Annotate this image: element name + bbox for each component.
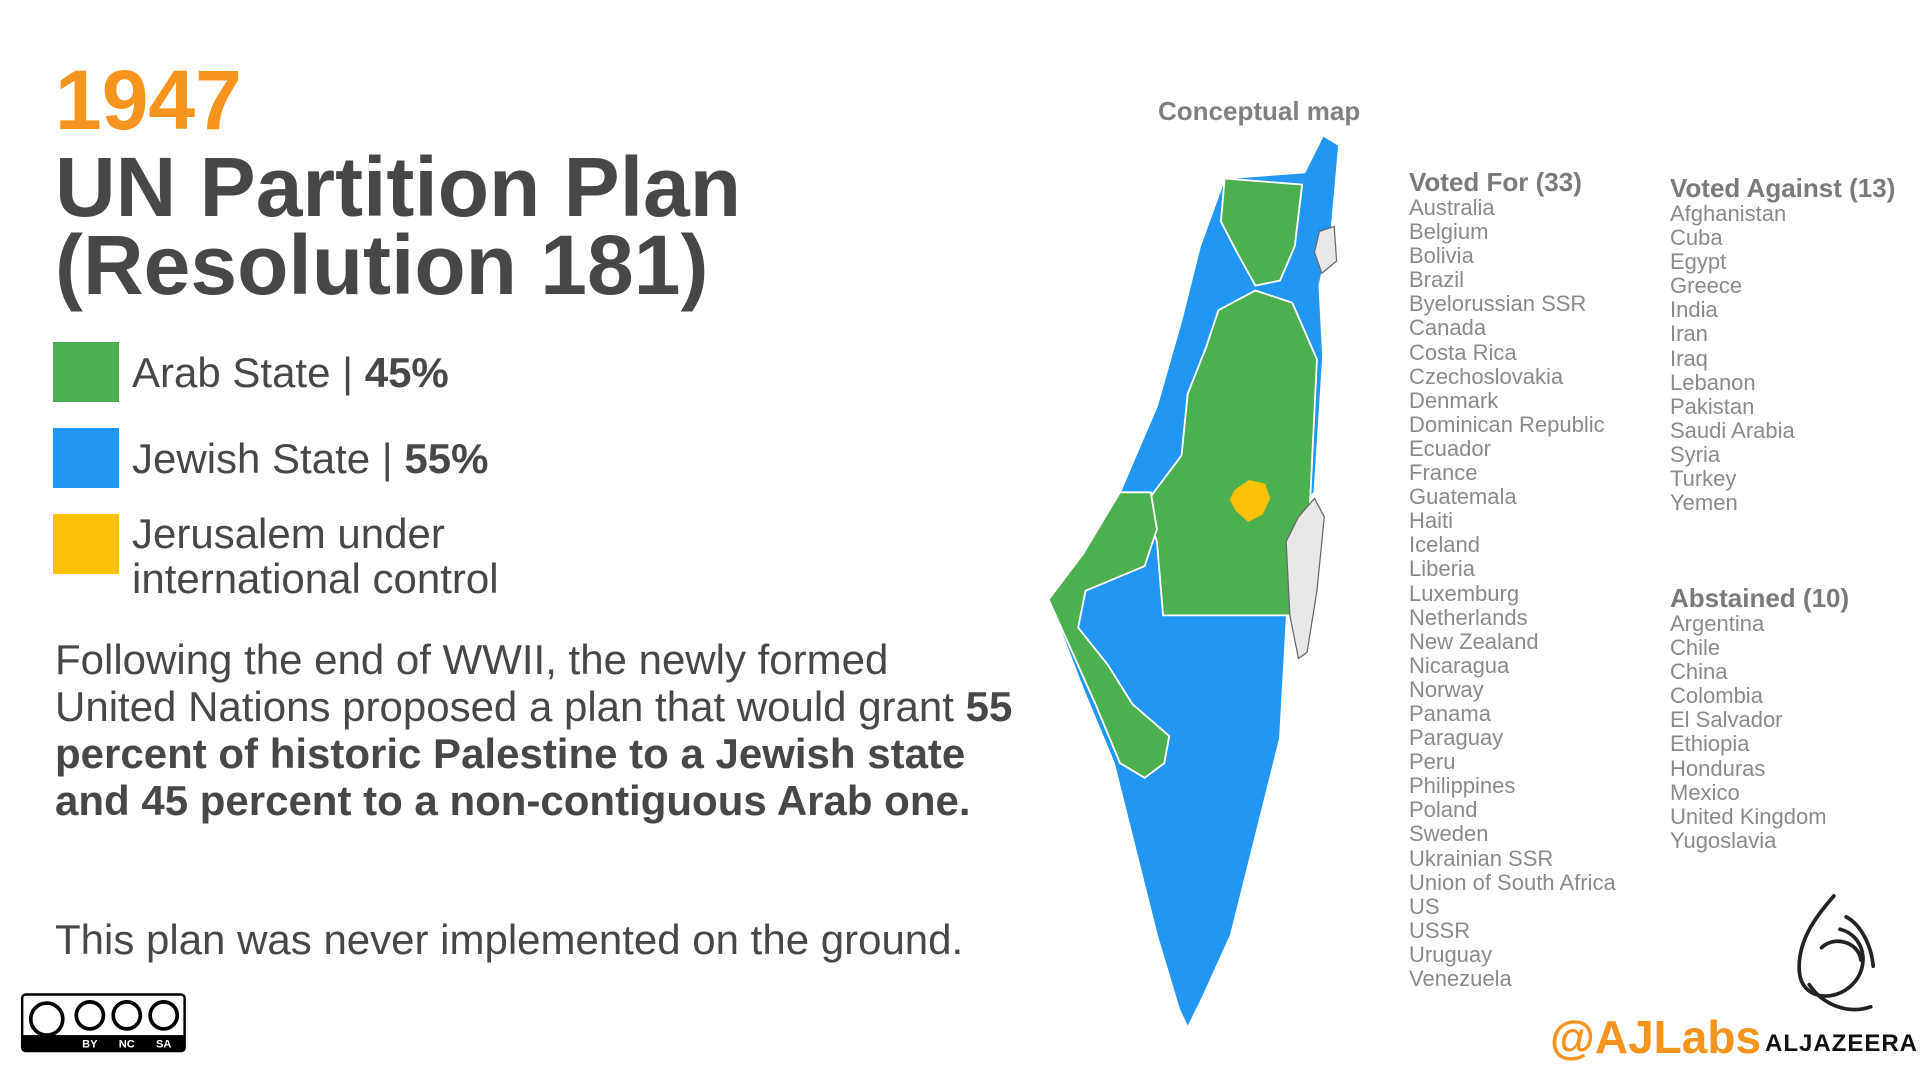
title: UN Partition Plan: [55, 140, 742, 234]
country: Turkey: [1670, 466, 1737, 492]
country: Iran: [1670, 321, 1708, 347]
map-title: Conceptual map: [1158, 96, 1361, 126]
country: Mexico: [1670, 779, 1740, 805]
vote-title: Voted Against (13): [1670, 173, 1896, 203]
legend-text: Jewish State |: [132, 435, 393, 482]
country: Ethiopia: [1670, 731, 1750, 757]
legend-share: 45%: [364, 349, 449, 396]
country-list: Argentina Chile China Colombia El Salvador Et…: [1670, 611, 1849, 853]
legend-swatch: [53, 428, 119, 488]
country: Czechoslovakia: [1409, 363, 1564, 389]
country: Canada: [1409, 315, 1487, 341]
country: USSR: [1409, 917, 1471, 943]
country: Brazil: [1409, 267, 1465, 293]
lake: [1285, 497, 1325, 660]
title: (Resolution 181): [55, 218, 709, 312]
legend-share: 55%: [404, 435, 489, 482]
country: Argentina: [1670, 611, 1765, 636]
legend-label: Jerusalem under international control: [132, 511, 652, 601]
license-label: BY: [82, 1038, 98, 1050]
country: Sweden: [1409, 821, 1489, 847]
country: Peru: [1409, 749, 1456, 775]
country: US: [1409, 893, 1440, 919]
country: India: [1670, 297, 1718, 323]
country: Greece: [1670, 273, 1743, 299]
vote-column: Voted For (33) Australia Belgium Bolivia Bra…: [1409, 168, 1616, 991]
arab-state-area: [1143, 289, 1318, 617]
country: Chile: [1670, 635, 1721, 661]
vote-title: Abstained (10): [1670, 583, 1850, 613]
handle: @AJLabs: [1550, 1011, 1762, 1063]
legend-swatch: [53, 342, 119, 402]
license-badge: BY NC SA: [20, 993, 186, 1053]
country: Poland: [1409, 797, 1478, 823]
brand: ALJAZEERA: [1765, 1030, 1919, 1057]
country: Luxemburg: [1409, 580, 1520, 606]
country: Belgium: [1409, 219, 1489, 245]
country: Costa Rica: [1409, 339, 1517, 365]
logo: [1797, 894, 1876, 1012]
country: Uruguay: [1409, 941, 1493, 967]
license-label: NC: [119, 1038, 135, 1050]
country: Yugoslavia: [1670, 827, 1777, 853]
country: Australia: [1409, 195, 1495, 220]
country: Saudi Arabia: [1670, 417, 1795, 443]
country: Philippines: [1409, 773, 1516, 799]
country: France: [1409, 460, 1478, 486]
country: Union of South Africa: [1409, 869, 1616, 895]
country: Afghanistan: [1670, 201, 1787, 226]
country: Yemen: [1670, 490, 1738, 516]
legend-text: Jerusalem under international control: [132, 510, 499, 602]
country: Bolivia: [1409, 243, 1474, 269]
country: Ecuador: [1409, 435, 1491, 461]
country: Venezuela: [1409, 966, 1512, 991]
note: This plan was never implemented on the g…: [55, 916, 964, 963]
lake: [1313, 225, 1338, 275]
country: Guatemala: [1409, 484, 1517, 510]
country: Liberia: [1409, 556, 1476, 582]
country: Iraq: [1670, 345, 1708, 371]
country: Panama: [1409, 700, 1491, 726]
country: Norway: [1409, 676, 1484, 702]
country: China: [1670, 659, 1728, 685]
country: Iceland: [1409, 532, 1480, 558]
vote-column: Abstained (10) Argentina Chile China Colombi…: [1670, 584, 1849, 853]
country: Ukrainian SSR: [1409, 845, 1554, 871]
country: Egypt: [1670, 249, 1727, 275]
country: United Kingdom: [1670, 803, 1827, 829]
country: Lebanon: [1670, 369, 1756, 395]
country: Cuba: [1670, 225, 1723, 251]
country: El Salvador: [1670, 707, 1783, 733]
country: Haiti: [1409, 508, 1454, 534]
country-list: Afghanistan Cuba Egypt Greece India Iran Iraq L…: [1670, 201, 1895, 516]
arab-state-area: [1219, 177, 1304, 287]
description-text: Following the end of WWII, the newly for…: [55, 636, 954, 730]
country: Byelorussian SSR: [1409, 291, 1587, 317]
legend-label: Arab State | 45%: [132, 350, 652, 395]
country: Dominican Republic: [1409, 411, 1605, 437]
country: Pakistan: [1670, 393, 1755, 419]
vote-column: Voted Against (13) Afghanistan Cuba Egypt Gr…: [1670, 174, 1895, 515]
country: Honduras: [1670, 755, 1766, 781]
description-emphasis: 55 percent of historic Palestine to a Je…: [55, 683, 1013, 824]
description: Following the end of WWII, the newly for…: [55, 636, 1015, 824]
country: Paraguay: [1409, 725, 1504, 751]
license-label: SA: [156, 1038, 171, 1050]
year: 1947: [55, 53, 242, 147]
country: New Zealand: [1409, 628, 1539, 654]
country: Netherlands: [1409, 604, 1528, 630]
vote-title: Voted For (33): [1409, 167, 1582, 197]
country: Nicaragua: [1409, 652, 1510, 678]
arab-state-area: [1047, 491, 1171, 779]
legend-swatch: [53, 514, 119, 574]
country: Syria: [1670, 441, 1721, 467]
jerusalem-area: [1229, 480, 1271, 522]
country-list: Australia Belgium Bolivia Brazil Byelorussia…: [1409, 195, 1616, 991]
legend-text: Arab State |: [132, 349, 354, 396]
country: Denmark: [1409, 387, 1499, 413]
legend-label: Jewish State | 55%: [132, 436, 652, 481]
country: Colombia: [1670, 683, 1763, 709]
